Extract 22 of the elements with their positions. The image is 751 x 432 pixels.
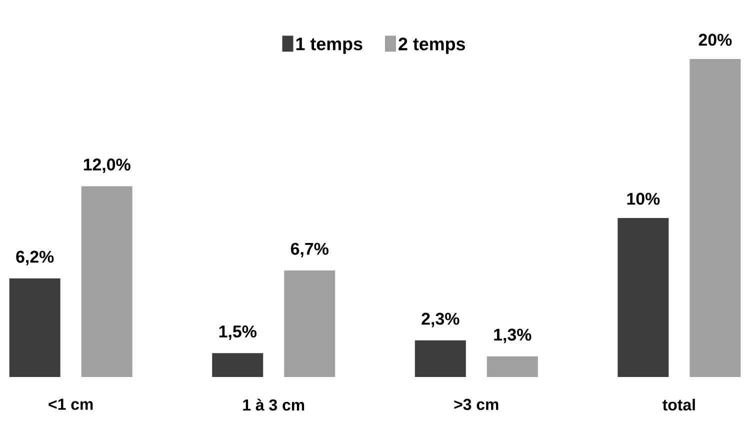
data-label: 10% bbox=[627, 192, 660, 205]
bar bbox=[414, 340, 466, 377]
legend-label: 2 temps bbox=[398, 38, 466, 54]
bar bbox=[9, 278, 60, 377]
legend-label: 1 temps bbox=[296, 38, 362, 54]
data-label: 1,5% bbox=[219, 326, 256, 340]
x-tick-label: total bbox=[662, 398, 695, 410]
data-label: 12,0% bbox=[84, 158, 130, 173]
data-label: 2,3% bbox=[422, 312, 460, 328]
bar bbox=[618, 218, 669, 377]
x-tick-label: >3 cm bbox=[454, 398, 498, 410]
bar bbox=[690, 58, 741, 377]
bar bbox=[284, 270, 336, 377]
bar bbox=[486, 356, 538, 377]
bar bbox=[81, 186, 132, 377]
x-tick-label: 1 à 3 cm bbox=[243, 398, 304, 411]
data-label: 1,3% bbox=[494, 328, 532, 344]
data-label: 20% bbox=[698, 34, 732, 46]
data-label: 6,7% bbox=[290, 242, 328, 258]
x-tick-label: <1 cm bbox=[48, 398, 93, 410]
bar bbox=[212, 353, 264, 377]
data-label: 6,2% bbox=[16, 250, 54, 266]
